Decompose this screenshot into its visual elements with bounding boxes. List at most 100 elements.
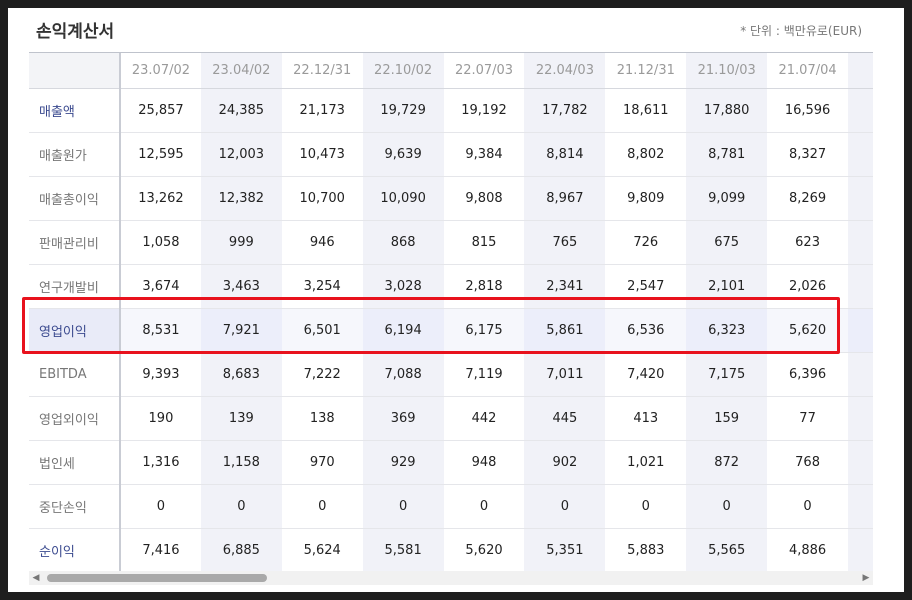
column-header: 21. xyxy=(848,53,873,89)
table-cell: 5,581 xyxy=(362,528,444,571)
column-header: 21.10/03 xyxy=(686,53,768,89)
table-cell: 10,473 xyxy=(281,132,363,177)
header-corner-cell xyxy=(29,53,121,89)
table-cell: 3,254 xyxy=(281,264,363,309)
table-cell: 413 xyxy=(605,396,687,441)
table-cell: 3,463 xyxy=(200,264,282,309)
row-label: 매출액 xyxy=(29,88,121,133)
table-cell: 159 xyxy=(686,396,768,441)
table-cell: 5,351 xyxy=(524,528,606,571)
table-cell: 5 xyxy=(848,308,873,353)
table-cell: 8,802 xyxy=(605,132,687,177)
table-cell: 929 xyxy=(362,440,444,485)
table-cell: 6,396 xyxy=(767,352,849,397)
table-cell: 815 xyxy=(443,220,525,265)
column-header: 22.10/02 xyxy=(362,53,444,89)
table-cell: 21,173 xyxy=(281,88,363,133)
table-cell: 8 xyxy=(848,132,873,177)
table-cell: 6,175 xyxy=(443,308,525,353)
table-cell: 0 xyxy=(524,484,606,529)
row-label: 영업외이익 xyxy=(29,396,121,441)
table-cell: 768 xyxy=(767,440,849,485)
column-header: 23.04/02 xyxy=(200,53,282,89)
income-statement-table: 23.07/02 23.04/02 22.12/31 22.10/02 22.07/03… xyxy=(29,53,873,571)
table-cell: 3,028 xyxy=(362,264,444,309)
table-cell: 5,620 xyxy=(443,528,525,571)
table-cell: 2,547 xyxy=(605,264,687,309)
table-cell: 17,880 xyxy=(686,88,768,133)
table-cell: 7,222 xyxy=(281,352,363,397)
table-cell xyxy=(848,484,873,529)
table-cell: 0 xyxy=(686,484,768,529)
table-row: 순이익 7,416 6,885 5,624 5,581 5,620 5,351 5,883 5,… xyxy=(29,528,873,571)
table-cell: 190 xyxy=(120,396,201,441)
table-cell: 0 xyxy=(120,484,201,529)
table-cell: 902 xyxy=(524,440,606,485)
table-cell: 999 xyxy=(200,220,282,265)
table-cell: 10,090 xyxy=(362,176,444,221)
table-cell: 8,683 xyxy=(200,352,282,397)
table-cell: 765 xyxy=(524,220,606,265)
table-viewport: 23.07/02 23.04/02 22.12/31 22.10/02 22.07/03… xyxy=(29,52,873,571)
column-header: 22.04/03 xyxy=(524,53,606,89)
table-cell: 18,611 xyxy=(605,88,687,133)
triangle-left-icon[interactable]: ◀ xyxy=(32,573,40,583)
table-cell: 7,416 xyxy=(120,528,201,571)
table-cell: 12,382 xyxy=(200,176,282,221)
column-header: 21.07/04 xyxy=(767,53,849,89)
table-cell: 0 xyxy=(200,484,282,529)
table-cell: 0 xyxy=(362,484,444,529)
horizontal-scrollbar[interactable]: ◀ ▶ xyxy=(29,571,873,585)
scrollbar-thumb[interactable] xyxy=(47,574,267,582)
table-cell: 12,595 xyxy=(120,132,201,177)
row-label: 순이익 xyxy=(29,528,121,571)
table-cell: 5,565 xyxy=(686,528,768,571)
table-cell: 675 xyxy=(686,220,768,265)
table-cell: 138 xyxy=(281,396,363,441)
table-cell: 2,026 xyxy=(767,264,849,309)
table-cell: 1,316 xyxy=(120,440,201,485)
table-cell: 6,885 xyxy=(200,528,282,571)
table-cell: 2,818 xyxy=(443,264,525,309)
table-cell: 19,729 xyxy=(362,88,444,133)
row-label: 매출원가 xyxy=(29,132,121,177)
table-cell: 9,393 xyxy=(120,352,201,397)
table-cell: 9,808 xyxy=(443,176,525,221)
table-row: 영업이익 8,531 7,921 6,501 6,194 6,175 5,861 6,536 6… xyxy=(29,308,873,353)
table-cell: 369 xyxy=(362,396,444,441)
table-cell: 15 xyxy=(848,88,873,133)
row-label: 연구개발비 xyxy=(29,264,121,309)
table-cell: 946 xyxy=(281,220,363,265)
table-cell: 868 xyxy=(362,220,444,265)
table-cell: 0 xyxy=(767,484,849,529)
row-label: 매출총이익 xyxy=(29,176,121,221)
table-cell: 6,501 xyxy=(281,308,363,353)
table-cell: 5,883 xyxy=(605,528,687,571)
column-header: 22.07/03 xyxy=(443,53,525,89)
table-cell: 948 xyxy=(443,440,525,485)
table-cell: 77 xyxy=(767,396,849,441)
table-cell: 4 xyxy=(848,528,873,571)
unit-note: * 단위 : 백만유로(EUR) xyxy=(740,24,862,38)
table-cell: 872 xyxy=(686,440,768,485)
table-cell: 9,384 xyxy=(443,132,525,177)
row-label: 법인세 xyxy=(29,440,121,485)
table-cell: 7,011 xyxy=(524,352,606,397)
table-cell: 2,341 xyxy=(524,264,606,309)
table-cell: 8,531 xyxy=(120,308,201,353)
table-cell: 2,101 xyxy=(686,264,768,309)
table-cell: 0 xyxy=(281,484,363,529)
table-cell: 8,781 xyxy=(686,132,768,177)
table-cell: 1 xyxy=(848,264,873,309)
table-cell: 7,088 xyxy=(362,352,444,397)
header-row: 23.07/02 23.04/02 22.12/31 22.10/02 22.07/03… xyxy=(29,53,873,89)
table-cell: 7 xyxy=(848,440,873,485)
triangle-right-icon[interactable]: ▶ xyxy=(862,573,870,583)
table-cell: 9,639 xyxy=(362,132,444,177)
column-header: 23.07/02 xyxy=(120,53,201,89)
table-cell: 5,624 xyxy=(281,528,363,571)
column-header: 22.12/31 xyxy=(281,53,363,89)
table-cell: 1,058 xyxy=(120,220,201,265)
